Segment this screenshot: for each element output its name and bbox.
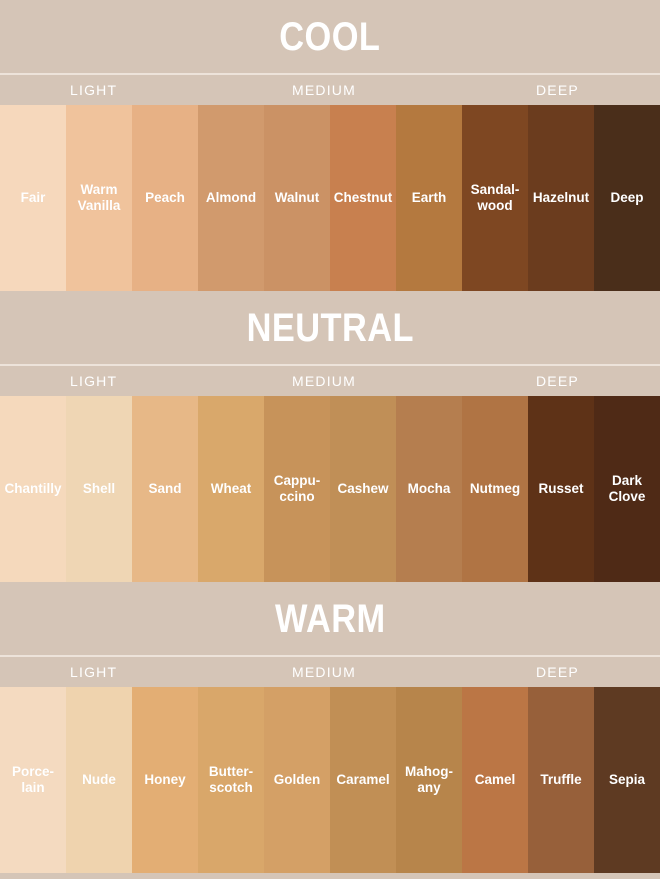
swatch-label: Walnut bbox=[274, 190, 320, 206]
swatch[interactable]: Deep bbox=[594, 105, 660, 291]
swatch-label: Sand bbox=[148, 481, 182, 497]
swatch-label: Camel bbox=[474, 772, 516, 788]
tier-label-light-neutral: LIGHT bbox=[70, 373, 118, 389]
swatch[interactable]: Shell bbox=[66, 396, 132, 582]
swatch-row-warm: Porce- lain Nude Honey Butter- scotch Golden… bbox=[0, 687, 660, 873]
swatch[interactable]: Chantilly bbox=[0, 396, 66, 582]
swatch-label: Shell bbox=[82, 481, 116, 497]
swatch-label: Chestnut bbox=[333, 190, 393, 206]
swatch-label: Truffle bbox=[540, 772, 582, 788]
swatch-label: Mocha bbox=[407, 481, 451, 497]
tier-label-deep-cool: DEEP bbox=[536, 82, 579, 98]
swatch-label: Porce- lain bbox=[11, 764, 55, 795]
swatch-label: Sandal- wood bbox=[470, 182, 520, 213]
tier-bar-cool: LIGHT MEDIUM DEEP bbox=[0, 75, 660, 105]
tier-label-deep-warm: DEEP bbox=[536, 664, 579, 680]
swatch[interactable]: Fair bbox=[0, 105, 66, 291]
swatch[interactable]: Sandal- wood bbox=[462, 105, 528, 291]
swatch[interactable]: Hazelnut bbox=[528, 105, 594, 291]
section-cool: COOL LIGHT MEDIUM DEEP Fair Warm Vanilla P… bbox=[0, 0, 660, 291]
swatch-label: Nude bbox=[82, 772, 116, 788]
swatch-label: Fair bbox=[20, 190, 46, 206]
swatch[interactable]: Warm Vanilla bbox=[66, 105, 132, 291]
divider-cool bbox=[0, 73, 660, 75]
swatch-label: Warm Vanilla bbox=[77, 182, 121, 213]
swatch-row-neutral: Chantilly Shell Sand Wheat Cappu- ccino Cashe… bbox=[0, 396, 660, 582]
swatch[interactable]: Honey bbox=[132, 687, 198, 873]
tier-label-light-warm: LIGHT bbox=[70, 664, 118, 680]
swatch[interactable]: Caramel bbox=[330, 687, 396, 873]
tier-bar-neutral: LIGHT MEDIUM DEEP bbox=[0, 366, 660, 396]
swatch-label: Cashew bbox=[337, 481, 389, 497]
swatch-label: Peach bbox=[145, 190, 185, 206]
section-title-bar-neutral: NEUTRAL bbox=[0, 291, 660, 364]
swatch[interactable]: Mahog- any bbox=[396, 687, 462, 873]
swatch-label: Golden bbox=[273, 772, 321, 788]
swatch-label: Cappu- ccino bbox=[273, 473, 321, 504]
swatch[interactable]: Nutmeg bbox=[462, 396, 528, 582]
tier-bar-warm: LIGHT MEDIUM DEEP bbox=[0, 657, 660, 687]
divider-warm bbox=[0, 655, 660, 657]
swatch[interactable]: Mocha bbox=[396, 396, 462, 582]
swatch-label: Almond bbox=[205, 190, 257, 206]
swatch-label: Butter- scotch bbox=[208, 764, 254, 795]
swatch-label: Earth bbox=[411, 190, 447, 206]
swatch[interactable]: Camel bbox=[462, 687, 528, 873]
swatch[interactable]: Almond bbox=[198, 105, 264, 291]
swatch-label: Hazelnut bbox=[532, 190, 590, 206]
swatch[interactable]: Nude bbox=[66, 687, 132, 873]
swatch[interactable]: Wheat bbox=[198, 396, 264, 582]
swatch-label: Caramel bbox=[336, 772, 390, 788]
swatch[interactable]: Russet bbox=[528, 396, 594, 582]
section-title-neutral: NEUTRAL bbox=[246, 305, 414, 350]
swatch[interactable]: Chestnut bbox=[330, 105, 396, 291]
swatch[interactable]: Walnut bbox=[264, 105, 330, 291]
swatch-row-cool: Fair Warm Vanilla Peach Almond Walnut Chestnu… bbox=[0, 105, 660, 291]
swatch-label: Dark Clove bbox=[608, 473, 646, 504]
swatch[interactable]: Butter- scotch bbox=[198, 687, 264, 873]
swatch-label: Russet bbox=[538, 481, 584, 497]
section-title-warm: WARM bbox=[274, 596, 386, 641]
swatch-label: Nutmeg bbox=[469, 481, 521, 497]
swatch-label: Wheat bbox=[210, 481, 252, 497]
swatch[interactable]: Golden bbox=[264, 687, 330, 873]
swatch[interactable]: Cappu- ccino bbox=[264, 396, 330, 582]
section-neutral: NEUTRAL LIGHT MEDIUM DEEP Chantilly Shell… bbox=[0, 291, 660, 582]
swatch[interactable]: Earth bbox=[396, 105, 462, 291]
swatch-label: Mahog- any bbox=[405, 764, 453, 795]
swatch-label: Honey bbox=[144, 772, 186, 788]
tier-label-medium-warm: MEDIUM bbox=[292, 664, 356, 680]
section-title-bar-warm: WARM bbox=[0, 582, 660, 655]
swatch[interactable]: Dark Clove bbox=[594, 396, 660, 582]
swatch-label: Deep bbox=[610, 190, 644, 206]
section-warm: WARM LIGHT MEDIUM DEEP Porce- lain Nude Ho… bbox=[0, 582, 660, 873]
swatch[interactable]: Sepia bbox=[594, 687, 660, 873]
tier-label-deep-neutral: DEEP bbox=[536, 373, 579, 389]
swatch[interactable]: Truffle bbox=[528, 687, 594, 873]
swatch[interactable]: Cashew bbox=[330, 396, 396, 582]
section-title-cool: COOL bbox=[279, 14, 381, 59]
divider-neutral bbox=[0, 364, 660, 366]
swatch-label: Chantilly bbox=[4, 481, 62, 497]
swatch[interactable]: Peach bbox=[132, 105, 198, 291]
swatch[interactable]: Porce- lain bbox=[0, 687, 66, 873]
tier-label-medium-neutral: MEDIUM bbox=[292, 373, 356, 389]
section-title-bar-cool: COOL bbox=[0, 0, 660, 73]
swatch-label: Sepia bbox=[608, 772, 646, 788]
tier-label-light-cool: LIGHT bbox=[70, 82, 118, 98]
tier-label-medium-cool: MEDIUM bbox=[292, 82, 356, 98]
swatch[interactable]: Sand bbox=[132, 396, 198, 582]
